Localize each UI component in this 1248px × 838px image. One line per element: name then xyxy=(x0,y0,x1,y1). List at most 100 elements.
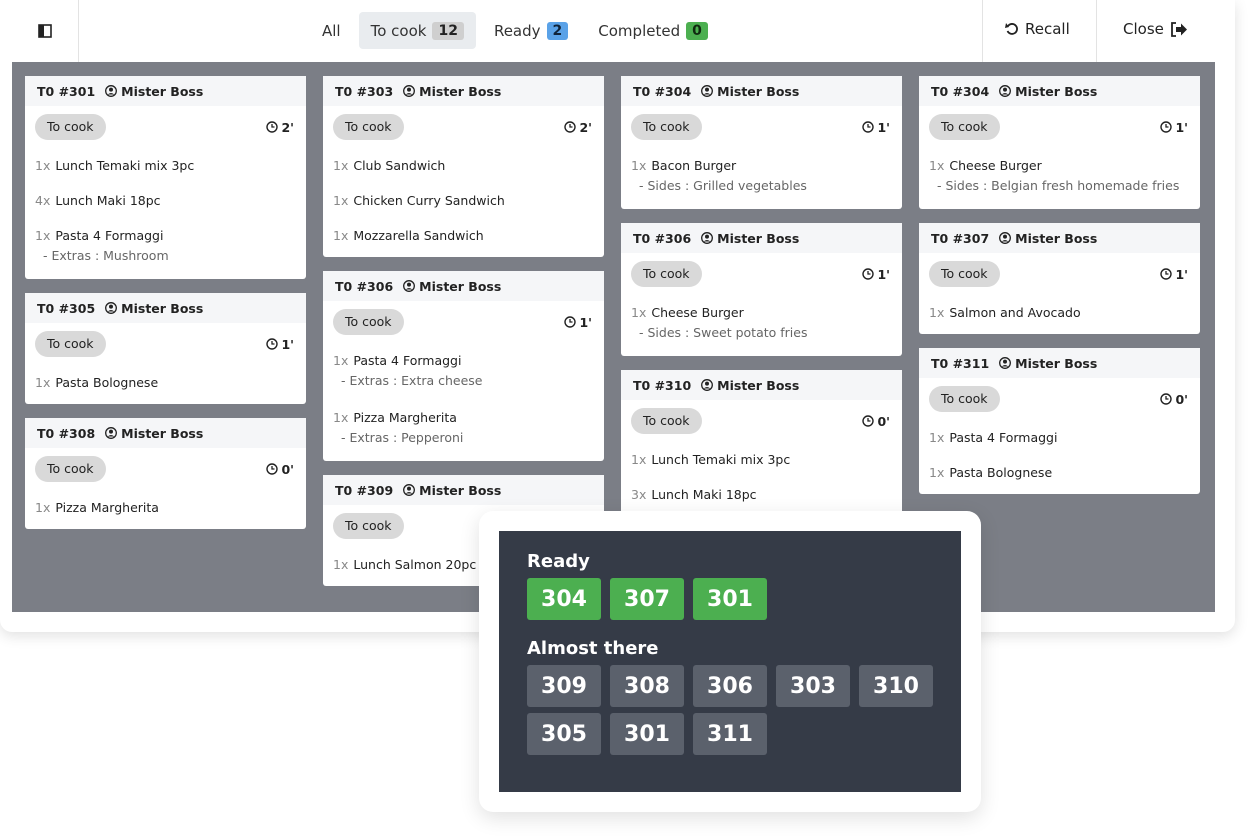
ready-list: 304 307 301 xyxy=(527,578,947,620)
order-item[interactable]: 1x Chicken Curry Sandwich xyxy=(323,183,604,218)
item-line: 1x Pasta Bolognese xyxy=(35,373,296,392)
order-card[interactable]: T0 #308 Mister Boss To cook 0' 1x Pizza Margh… xyxy=(25,418,306,529)
item-line: 1x Mozzarella Sandwich xyxy=(333,226,594,245)
status-pill[interactable]: To cook xyxy=(929,114,1000,140)
status-pill[interactable]: To cook xyxy=(631,408,702,434)
table-number: T0 #308 xyxy=(37,425,96,441)
customer: Mister Boss xyxy=(403,84,501,99)
item-note: - Extras : Pepperoni xyxy=(341,430,464,445)
order-item[interactable]: 1x Club Sandwich xyxy=(323,148,604,183)
time-value: 1' xyxy=(877,119,890,135)
status-pill[interactable]: To cook xyxy=(631,261,702,287)
item-qty: 1x xyxy=(35,158,51,173)
order-card[interactable]: T0 #306 Mister Boss To cook 1' 1x Pasta 4 For… xyxy=(323,271,604,461)
order-item[interactable]: 1x Cheese Burger - Sides : Belgian fresh h… xyxy=(919,148,1200,205)
close-button[interactable]: Close xyxy=(1123,20,1188,38)
almost-order: 311 xyxy=(693,713,767,755)
status-pill[interactable]: To cook xyxy=(333,114,404,140)
order-item[interactable]: 1x Cheese Burger - Sides : Sweet potato fr… xyxy=(621,295,902,352)
table-number: T0 #303 xyxy=(335,83,394,99)
order-card[interactable]: T0 #303 Mister Boss To cook 2' 1x Club Sandwi… xyxy=(323,76,604,257)
status-pill[interactable]: To cook xyxy=(631,114,702,140)
clock-icon xyxy=(564,316,577,328)
order-card[interactable]: T0 #309 Mister Boss To cook 1x Lunch Salmon … xyxy=(323,475,604,586)
order-column: T0 #304 Mister Boss To cook 1' 1x Cheese Burg… xyxy=(919,76,1200,494)
order-item[interactable]: 1x Pasta 4 Formaggi xyxy=(919,420,1200,455)
order-card[interactable]: T0 #310 Mister Boss To cook 0' 1x Lunch Temak… xyxy=(621,370,902,516)
close-icon xyxy=(1170,21,1187,37)
customer-name: Mister Boss xyxy=(121,83,204,99)
status-pill[interactable]: To cook xyxy=(35,331,106,357)
elapsed-time: 1' xyxy=(266,337,294,352)
order-card[interactable]: T0 #307 Mister Boss To cook 1' 1x Salmon and … xyxy=(919,223,1200,334)
time-value: 0' xyxy=(877,413,890,429)
status-pill[interactable]: To cook xyxy=(35,456,106,482)
status-row: To cook 1' xyxy=(323,301,604,343)
item-line: 1x Club Sandwich xyxy=(333,156,594,175)
order-column: T0 #303 Mister Boss To cook 2' 1x Club Sandwi… xyxy=(323,76,604,586)
recall-button[interactable]: Recall xyxy=(1005,20,1070,38)
order-item[interactable]: 1x Bacon Burger - Sides : Grilled vegetabl… xyxy=(621,148,902,205)
ready-title: Ready xyxy=(527,551,590,572)
item-line: 1x Pasta 4 Formaggi xyxy=(929,428,1190,447)
table-number: T0 #304 xyxy=(931,83,990,99)
recall-icon xyxy=(1005,23,1018,35)
status-pill[interactable]: To cook xyxy=(333,513,404,539)
filter-tab[interactable]: Ready 2 xyxy=(482,12,580,49)
customer: Mister Boss xyxy=(105,301,203,316)
status-pill[interactable]: To cook xyxy=(35,114,106,140)
order-card[interactable]: T0 #301 Mister Boss To cook 2' 1x Lunch Temak… xyxy=(25,76,306,279)
order-item[interactable]: 1x Pizza Margherita xyxy=(25,490,306,525)
item-name: Pasta 4 Formaggi xyxy=(949,430,1058,445)
almost-order: 309 xyxy=(527,665,601,707)
order-item[interactable]: 1x Salmon and Avocado xyxy=(919,295,1200,330)
item-name: Mozzarella Sandwich xyxy=(353,228,484,243)
status-pill[interactable]: To cook xyxy=(929,261,1000,287)
item-qty: 1x xyxy=(929,430,945,445)
order-item[interactable]: 3x Lunch Maki 18pc xyxy=(621,477,902,512)
customer: Mister Boss xyxy=(105,84,203,99)
item-line: 1x Pasta 4 Formaggi xyxy=(35,226,296,245)
order-card[interactable]: T0 #311 Mister Boss To cook 0' 1x Pasta 4 For… xyxy=(919,348,1200,494)
item-qty: 1x xyxy=(333,193,349,208)
order-item[interactable]: 1x Pasta Bolognese xyxy=(25,365,306,400)
order-item[interactable]: 1x Pasta 4 Formaggi - Extras : Mushroom xyxy=(25,218,306,275)
filter-tab[interactable]: Completed 0 xyxy=(586,12,720,49)
customer-icon xyxy=(105,427,118,439)
time-value: 0' xyxy=(1175,391,1188,407)
item-line: 1x Salmon and Avocado xyxy=(929,303,1190,322)
order-card[interactable]: T0 #304 Mister Boss To cook 1' 1x Cheese Burg… xyxy=(919,76,1200,209)
item-qty: 4x xyxy=(35,193,51,208)
item-line: 4x Lunch Maki 18pc xyxy=(35,191,296,210)
status-row: To cook 1' xyxy=(621,106,902,148)
almost-order: 310 xyxy=(859,665,933,707)
item-line: 1x Pizza Margherita xyxy=(35,498,296,517)
order-item[interactable]: 4x Lunch Maki 18pc xyxy=(25,183,306,218)
filter-tab[interactable]: All xyxy=(310,12,353,49)
status-pill[interactable]: To cook xyxy=(929,386,1000,412)
order-card[interactable]: T0 #306 Mister Boss To cook 1' 1x Cheese Burg… xyxy=(621,223,902,356)
order-item[interactable]: 1x Pasta 4 Formaggi - Extras : Extra chees… xyxy=(323,343,604,400)
order-item[interactable]: 1x Lunch Temaki mix 3pc xyxy=(621,442,902,477)
time-value: 1' xyxy=(1175,266,1188,282)
customer-icon xyxy=(701,85,714,97)
sidebar-toggle[interactable] xyxy=(38,24,52,38)
item-name: Bacon Burger xyxy=(651,158,737,173)
order-card[interactable]: T0 #305 Mister Boss To cook 1' 1x Pasta Bolog… xyxy=(25,293,306,404)
order-item[interactable]: 1x Lunch Salmon 20pc xyxy=(323,547,604,582)
order-header: T0 #301 Mister Boss xyxy=(25,76,306,106)
order-item[interactable]: 1x Mozzarella Sandwich xyxy=(323,218,604,253)
elapsed-time: 2' xyxy=(266,120,294,135)
tab-label: Ready xyxy=(493,21,541,40)
order-item[interactable]: 1x Pizza Margherita - Extras : Pepperoni xyxy=(323,400,604,457)
order-item[interactable]: 1x Pasta Bolognese xyxy=(919,455,1200,490)
order-item[interactable]: 1x Lunch Temaki mix 3pc xyxy=(25,148,306,183)
customer-name: Mister Boss xyxy=(1015,355,1098,371)
customer-icon xyxy=(403,484,416,496)
order-card[interactable]: T0 #304 Mister Boss To cook 1' 1x Bacon Burge… xyxy=(621,76,902,209)
elapsed-time: 2' xyxy=(564,120,592,135)
status-pill[interactable]: To cook xyxy=(333,309,404,335)
kitchen-panel: All To cook 12 Ready 2 Completed 0 Recall Clos… xyxy=(12,0,1215,612)
order-header: T0 #309 Mister Boss xyxy=(323,475,604,505)
filter-tab[interactable]: To cook 12 xyxy=(358,12,476,49)
